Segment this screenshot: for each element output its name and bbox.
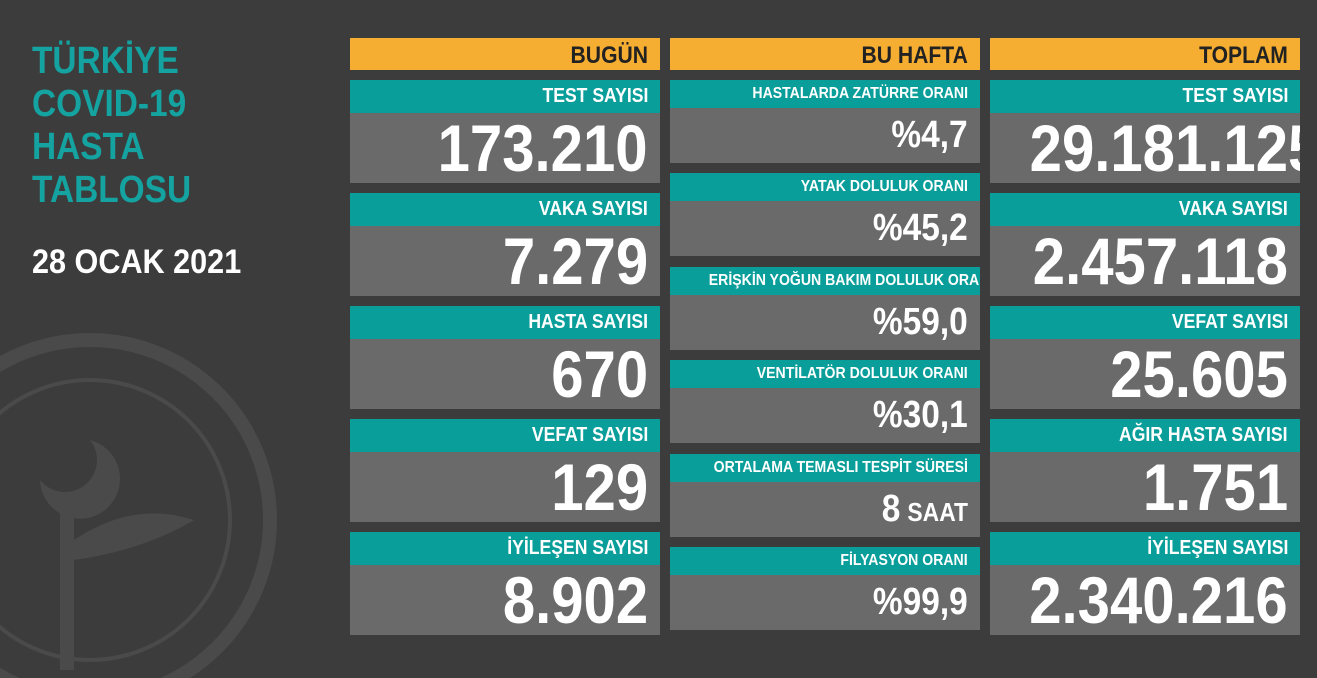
card-label: VENTİLATÖR DOLULUK ORANI: [670, 360, 980, 389]
value-text: 2.340.216: [1029, 565, 1288, 635]
column-title: TOPLAM: [1199, 42, 1288, 69]
label-text: VAKA SAYISI: [539, 198, 648, 220]
card-label: ERİŞKİN YOĞUN BAKIM DOLULUK ORANI: [670, 266, 980, 295]
value-wrap: 129: [551, 452, 648, 522]
value-wrap: %30,1: [873, 388, 968, 443]
value-wrap: 2.457.118: [1033, 226, 1288, 296]
value-text: 25.605: [1110, 339, 1288, 409]
card-value: %99,9: [670, 575, 980, 630]
card-label: HASTA SAYISI: [350, 306, 660, 339]
label-text: ORTALAMA TEMASLI TESPİT SÜRESİ: [713, 458, 968, 476]
value-text: 29.181.125: [1029, 113, 1300, 183]
card-value: 129: [350, 452, 660, 522]
column-header: TOPLAM: [990, 38, 1300, 70]
card-value: %59,0: [670, 294, 980, 350]
column-header: BU HAFTA: [670, 38, 980, 70]
value-wrap: 8 SAAT: [882, 482, 968, 537]
value-wrap: %45,2: [873, 201, 968, 256]
value-wrap: 7.279: [503, 226, 648, 296]
card-label: TEST SAYISI: [350, 80, 660, 113]
label-text: FİLYASYON ORANI: [840, 552, 968, 569]
card-value: 2.457.118: [990, 226, 1300, 296]
value-text: 2.457.118: [1032, 226, 1288, 296]
card-label: İYİLEŞEN SAYISI: [350, 532, 660, 565]
card-label: TEST SAYISI: [990, 80, 1300, 113]
card-value: 29.181.125: [990, 113, 1300, 183]
label-text: TEST SAYISI: [542, 85, 648, 107]
label-text: VAKA SAYISI: [1179, 198, 1288, 220]
card-label: AĞIR HASTA SAYISI: [990, 419, 1300, 452]
card-value: 8.902: [350, 565, 660, 635]
card-label: HASTALARDA ZATÜRRE ORANI: [670, 80, 980, 108]
value-text: %59,0: [873, 300, 968, 343]
label-text: TEST SAYISI: [1182, 85, 1288, 107]
value-wrap: %59,0: [873, 295, 968, 350]
label-text: AĞIR HASTA SAYISI: [1119, 424, 1288, 446]
value-text: %4,7: [891, 114, 968, 156]
card-label: VAKA SAYISI: [350, 193, 660, 226]
card-value: 7.279: [350, 226, 660, 296]
value-text: 8: [881, 487, 901, 530]
value-text: 129: [551, 452, 648, 522]
column-title: BU HAFTA: [861, 42, 968, 69]
label-text: VEFAT SAYISI: [531, 424, 648, 446]
card-label: İYİLEŞEN SAYISI: [990, 532, 1300, 565]
title: TÜRKİYE COVID-19 HASTA TABLOSU: [32, 40, 191, 212]
value-text: 670: [551, 339, 648, 409]
card-value: 1.751: [990, 452, 1300, 522]
title-line: HASTA: [32, 126, 145, 168]
card-label: VEFAT SAYISI: [350, 419, 660, 452]
value-wrap: %4,7: [892, 108, 968, 163]
value-text: 8.902: [502, 565, 648, 635]
value-wrap: 2.340.216: [1030, 565, 1288, 635]
card-label: FİLYASYON ORANI: [670, 547, 980, 575]
value-text: 1.751: [1142, 452, 1288, 522]
label-text: HASTALARDA ZATÜRRE ORANI: [752, 85, 968, 102]
card-value: 2.340.216: [990, 565, 1300, 635]
value-text: 7.279: [502, 226, 648, 296]
label-text: HASTA SAYISI: [528, 311, 648, 333]
value-wrap: 25.605: [1110, 339, 1288, 409]
card-value: %30,1: [670, 388, 980, 444]
value-wrap: %99,9: [873, 575, 968, 630]
date: 28 OCAK 2021: [32, 243, 242, 281]
value-text: %45,2: [873, 207, 968, 250]
column-title: BUGÜN: [570, 42, 648, 69]
title-line: COVID-19: [32, 83, 187, 125]
value-text: %30,1: [873, 394, 968, 437]
emblem: [0, 333, 277, 678]
card-label: ORTALAMA TEMASLI TESPİT SÜRESİ: [670, 453, 980, 482]
card-value: %4,7: [670, 108, 980, 163]
title-line: TÜRKİYE: [32, 40, 179, 82]
column-header: BUGÜN: [350, 38, 660, 70]
label-text: VENTİLATÖR DOLULUK ORANI: [757, 365, 968, 383]
card-value: 25.605: [990, 339, 1300, 409]
value-wrap: 1.751: [1143, 452, 1288, 522]
card-value: %45,2: [670, 201, 980, 257]
card-label: VAKA SAYISI: [990, 193, 1300, 226]
label-text: İYİLEŞEN SAYISI: [1146, 537, 1288, 559]
value-text: 173.210: [438, 113, 648, 183]
card-value: 8 SAAT: [670, 481, 980, 537]
value-unit: SAAT: [907, 496, 968, 527]
card-value: 670: [350, 339, 660, 409]
label-text: YATAK DOLULUK ORANI: [800, 178, 968, 196]
card-label: VEFAT SAYISI: [990, 306, 1300, 339]
value-wrap: 8.902: [503, 565, 648, 635]
label-text: ERİŞKİN YOĞUN BAKIM DOLULUK ORANI: [708, 271, 980, 289]
value-wrap: 173.210: [438, 113, 648, 183]
value-text: %99,9: [873, 581, 968, 623]
card-value: 173.210: [350, 113, 660, 183]
card-label: YATAK DOLULUK ORANI: [670, 173, 980, 202]
label-text: İYİLEŞEN SAYISI: [506, 537, 648, 559]
label-text: VEFAT SAYISI: [1171, 311, 1288, 333]
title-line: TABLOSU: [32, 169, 192, 211]
value-wrap: 29.181.125: [1030, 113, 1300, 183]
value-wrap: 670: [551, 339, 648, 409]
